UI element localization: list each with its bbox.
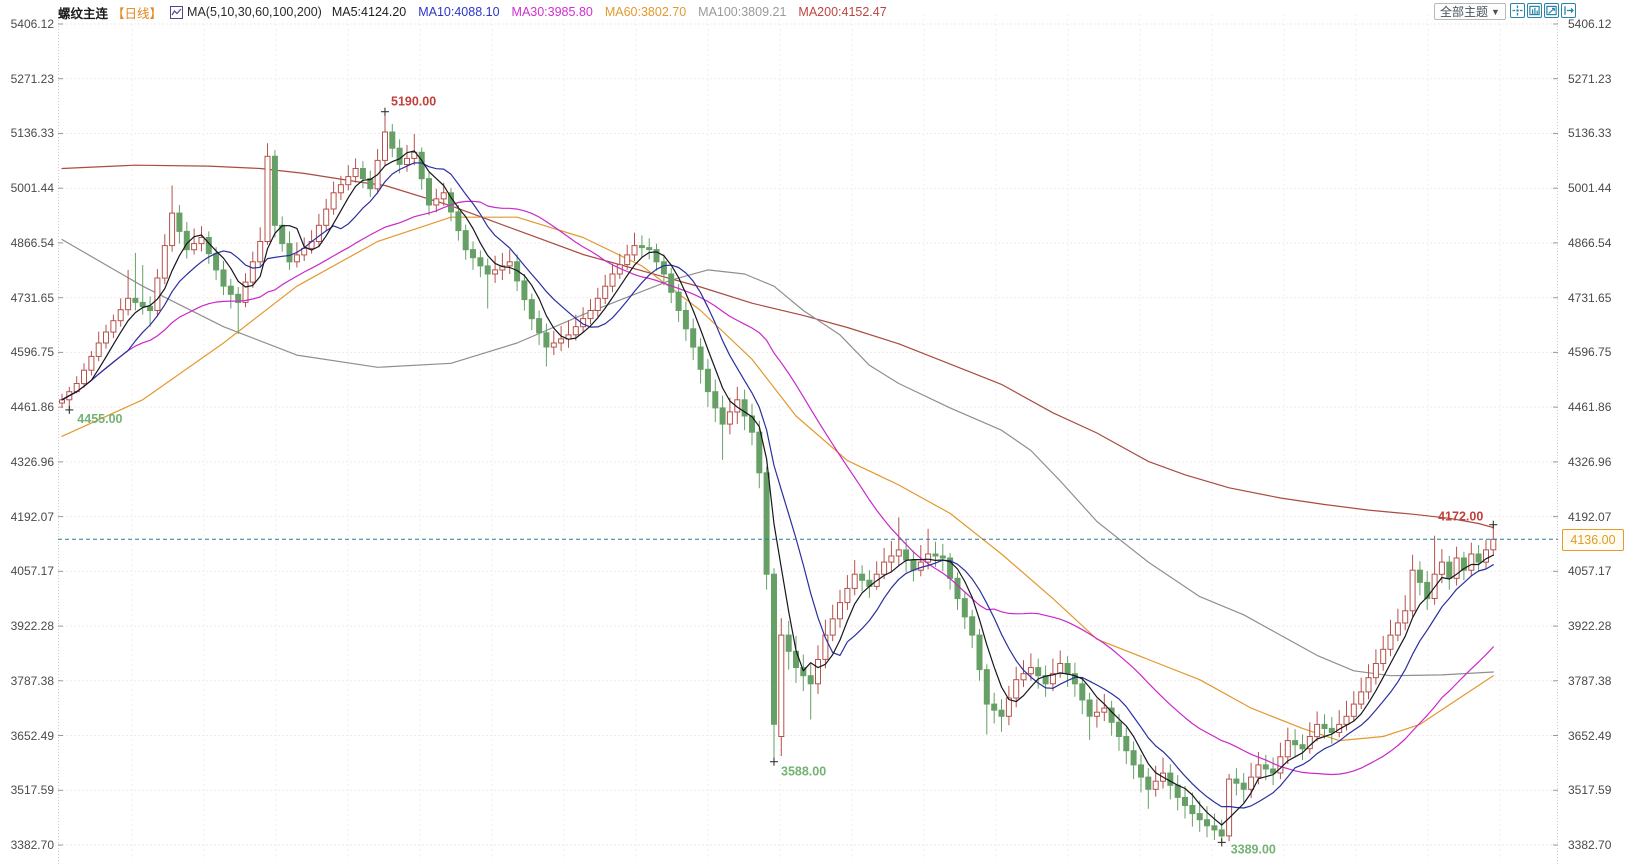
ma-value-3: MA60:3802.70 (604, 5, 687, 19)
axis-label: 4866.54 (10, 235, 54, 250)
axis-label: 5406.12 (10, 17, 54, 31)
axis-label: 4731.65 (10, 290, 54, 305)
theme-selector-button[interactable]: 全部主题 ▼ (1434, 3, 1506, 20)
instrument-title: 螺纹主连 (58, 6, 109, 21)
price-axis-left: 5406.12 5271.23 5136.33 5001.44 4866.54 4731.… (4, 0, 54, 866)
price-axis-right: 5406.12 5271.23 5136.33 5001.44 4866.54 4731.… (1568, 0, 1626, 866)
axis-label: 4596.75 (10, 345, 54, 360)
axis-label: 3787.38 (1568, 673, 1612, 688)
ma-value-2: MA30:3985.80 (511, 5, 593, 19)
tool-icon-row (1509, 3, 1576, 18)
ma-value-4: MA100:3809.21 (698, 5, 787, 19)
axis-label: 5136.33 (1568, 126, 1612, 141)
current-price-badge: 4136.00 (1562, 529, 1624, 552)
axis-label: 3652.49 (1568, 728, 1612, 743)
axis-label: 4731.65 (1568, 290, 1612, 305)
period-label: 【日线】 (112, 6, 163, 21)
axis-label: 4192.07 (10, 509, 54, 524)
axis-label: 3922.28 (1568, 619, 1612, 634)
theme-selector-label: 全部主题 (1440, 4, 1489, 19)
axis-label: 3382.70 (1568, 838, 1612, 852)
axis-label: 4461.86 (1568, 400, 1612, 415)
axis-label: 5271.23 (10, 71, 54, 86)
legend: 螺纹主连 【日线】 MA(5,10,30,60,100,200) MA5:412… (58, 4, 899, 21)
price-annotation: 3389.00 (1231, 842, 1276, 856)
price-annotation: 4172.00 (1438, 510, 1483, 524)
axis-label: 4866.54 (1568, 235, 1612, 250)
chart-controls: 全部主题 ▼ (1434, 3, 1576, 20)
axis-label: 5136.33 (10, 126, 54, 141)
candlestick-plot[interactable]: 5190.00 4172.00 4455.00 3588.00 3389.00 (58, 0, 1558, 866)
axis-label: 4192.07 (1568, 509, 1612, 524)
exit-chart-icon[interactable] (1560, 3, 1576, 18)
ma-value-0: MA5:4124.20 (331, 5, 407, 19)
axis-label: 5271.23 (1568, 71, 1612, 86)
axis-label: 5406.12 (1568, 17, 1612, 31)
axis-label: 4057.17 (1568, 564, 1612, 579)
crosshair-icon[interactable] (1509, 3, 1525, 18)
axis-label: 4326.96 (1568, 454, 1612, 469)
caret-down-icon: ▼ (1491, 6, 1500, 17)
ma-value-1: MA10:4088.10 (418, 5, 500, 19)
trend-tool-icon[interactable] (1543, 3, 1559, 18)
axis-label: 3922.28 (10, 619, 54, 634)
price-annotation: 5190.00 (391, 95, 436, 109)
ma-value-5: MA200:4152.47 (798, 5, 887, 19)
axis-label: 3517.59 (1568, 783, 1612, 798)
axis-label: 5001.44 (1568, 181, 1612, 196)
ma-values: MA5:4124.20 MA10:4088.10 MA30:3985.80 MA60:… (332, 5, 899, 19)
axis-label: 3382.70 (10, 838, 54, 852)
axis-label: 5001.44 (10, 181, 54, 196)
price-annotation: 4455.00 (77, 412, 122, 426)
axis-label: 3517.59 (10, 783, 54, 798)
axis-label: 4326.96 (10, 454, 54, 469)
axis-label: 4057.17 (10, 564, 54, 579)
axis-label: 3652.49 (10, 728, 54, 743)
indicator-icon (170, 5, 184, 19)
price-annotation: 3588.00 (781, 765, 826, 779)
axis-label: 3787.38 (10, 673, 54, 688)
axis-label: 4461.86 (10, 400, 54, 415)
indicator-pane-icon[interactable] (1526, 3, 1542, 18)
ma-group-label: MA(5,10,30,60,100,200) (187, 5, 322, 19)
axis-label: 4596.75 (1568, 345, 1612, 360)
